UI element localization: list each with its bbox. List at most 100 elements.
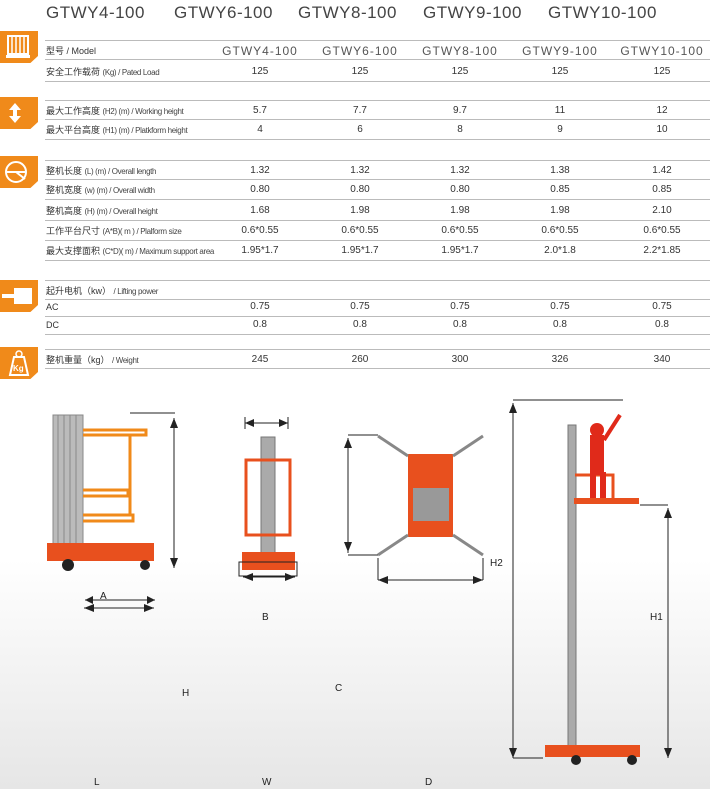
table-row: AC 0.75 0.75 0.75 0.75 0.75 xyxy=(45,297,710,317)
header-model: GTWY4-100 xyxy=(46,3,145,22)
row-label: 最大工作高度 (H2) (m) / Working height xyxy=(46,106,184,116)
table-row: 最大工作高度 (H2) (m) / Working height 5.7 7.7 9.… xyxy=(45,100,710,120)
cell: 260 xyxy=(351,354,369,365)
front-view-drawing xyxy=(238,417,298,581)
cell: 1.95*1.7 xyxy=(441,245,479,256)
row-label: 工作平台尺寸 (A*B)( m ) / Plalform size xyxy=(46,226,182,236)
row-label: 型号 / Model xyxy=(46,46,97,56)
row-label: 整机长度 (L) (m) / Overall length xyxy=(46,166,157,176)
cell: 0.75 xyxy=(350,301,370,312)
cell: 12 xyxy=(656,105,668,116)
cell: 0.6*0.55 xyxy=(643,225,681,236)
label-b: B xyxy=(262,612,269,623)
label-h1: H1 xyxy=(650,612,663,623)
machine-diagrams xyxy=(47,399,672,765)
label-a: A xyxy=(100,591,107,602)
label-l: L xyxy=(94,777,100,788)
label-w: W xyxy=(262,777,272,788)
cell: 0.6*0.55 xyxy=(341,225,379,236)
height-icon xyxy=(0,97,38,129)
cell: 125 xyxy=(551,66,569,77)
motor-icon xyxy=(0,280,38,312)
load-icon xyxy=(0,31,38,63)
header-model: GTWY8-100 xyxy=(298,3,397,22)
row-label: 整机重量（kg） / Weight xyxy=(46,355,139,365)
cell: 1.32 xyxy=(350,165,370,176)
label-c: C xyxy=(335,683,343,694)
cell: 0.6*0.55 xyxy=(541,225,579,236)
row-label: 整机高度 (H) (m) / Overall height xyxy=(46,206,158,216)
svg-text:Kg: Kg xyxy=(13,364,24,373)
cell: 340 xyxy=(653,354,671,365)
header-model: GTWY9-100 xyxy=(423,3,522,22)
cell: 0.6*0.55 xyxy=(241,225,279,236)
cell: 2.0*1.8 xyxy=(544,245,576,256)
header-model: GTWY6-100 xyxy=(174,3,273,22)
cell: 0.8 xyxy=(353,319,367,330)
cell: 2.2*1.85 xyxy=(643,245,681,256)
cell: 125 xyxy=(351,66,369,77)
cell: 0.75 xyxy=(652,301,672,312)
cell: 0.85 xyxy=(550,184,570,195)
cell: 1.95*1.7 xyxy=(341,245,379,256)
cell: GTWY10-100 xyxy=(620,44,704,58)
side-view-drawing xyxy=(47,412,178,612)
row-label: 最大平台高度 (H1) (m) / Platkform height xyxy=(46,125,188,135)
label-h2: H2 xyxy=(490,558,503,569)
cell: 7.7 xyxy=(353,105,367,116)
label-d: D xyxy=(425,777,433,788)
table-row: 最大支撑面积 (C*D)( m) / Maximum support area 1… xyxy=(45,241,710,261)
cell: 1.38 xyxy=(550,165,570,176)
table-row: 最大平台高度 (H1) (m) / Platkform height 4 6 8 9 10 xyxy=(45,120,710,140)
cell: 1.32 xyxy=(250,165,270,176)
cell: 9.7 xyxy=(453,105,467,116)
cell: 125 xyxy=(451,66,469,77)
cell: 1.68 xyxy=(250,205,270,216)
row-label: 整机宽度 (w) (m) / Overall width xyxy=(46,185,155,195)
dimension-icon xyxy=(0,156,38,188)
cell: 1.42 xyxy=(652,165,672,176)
cell: 0.80 xyxy=(350,184,370,195)
table-row: DC 0.8 0.8 0.8 0.8 0.8 xyxy=(45,315,710,335)
header-models: GTWY4-100 GTWY6-100 GTWY8-100 GTWY9-100 … xyxy=(0,3,710,27)
cell: 5.7 xyxy=(253,105,267,116)
table-row: 工作平台尺寸 (A*B)( m ) / Plalform size 0.6*0.5… xyxy=(45,221,710,241)
cell: 10 xyxy=(656,124,668,135)
table-row: 安全工作载荷 (Kg) / Pated Load 125 125 125 125 125 xyxy=(45,62,710,82)
cell: 0.75 xyxy=(450,301,470,312)
cell: 300 xyxy=(451,354,469,365)
header-model: GTWY10-100 xyxy=(548,3,657,22)
cell: GTWY9-100 xyxy=(522,44,598,58)
cell: 125 xyxy=(653,66,671,77)
row-label: 起升电机（kw） / Lifting power xyxy=(46,286,159,296)
cell: GTWY4-100 xyxy=(222,44,298,58)
model-row: 型号 / Model GTWY4-100 GTWY6-100 GTWY8-100… xyxy=(45,40,710,60)
cell: 0.75 xyxy=(250,301,270,312)
row-label: DC xyxy=(46,320,59,330)
weight-kg-icon: Kg xyxy=(0,347,38,379)
table-row: 整机重量（kg） / Weight 245 260 300 326 340 xyxy=(45,349,710,369)
row-label: 最大支撑面积 (C*D)( m) / Maximum support area xyxy=(46,246,215,256)
cell: 1.98 xyxy=(550,205,570,216)
cell: 1.98 xyxy=(450,205,470,216)
label-h: H xyxy=(182,688,190,699)
cell: 0.75 xyxy=(550,301,570,312)
cell: 0.8 xyxy=(453,319,467,330)
table-row: 整机宽度 (w) (m) / Overall width 0.80 0.80 0.80… xyxy=(45,180,710,200)
table-row: 起升电机（kw） / Lifting power xyxy=(45,280,710,300)
cell: 9 xyxy=(557,124,563,135)
table-row: 整机长度 (L) (m) / Overall length 1.32 1.32 1.3… xyxy=(45,160,710,180)
table-row: 整机高度 (H) (m) / Overall height 1.68 1.98 1.9… xyxy=(45,201,710,221)
cell: 1.98 xyxy=(350,205,370,216)
cell: 245 xyxy=(251,354,269,365)
cell: 0.80 xyxy=(450,184,470,195)
cell: 0.8 xyxy=(655,319,669,330)
cell: GTWY6-100 xyxy=(322,44,398,58)
cell: 8 xyxy=(457,124,463,135)
cell: 0.85 xyxy=(652,184,672,195)
cell: 6 xyxy=(357,124,363,135)
cell: 11 xyxy=(554,105,566,116)
cell: 326 xyxy=(551,354,569,365)
cell: 0.6*0.55 xyxy=(441,225,479,236)
cell: 1.32 xyxy=(450,165,470,176)
